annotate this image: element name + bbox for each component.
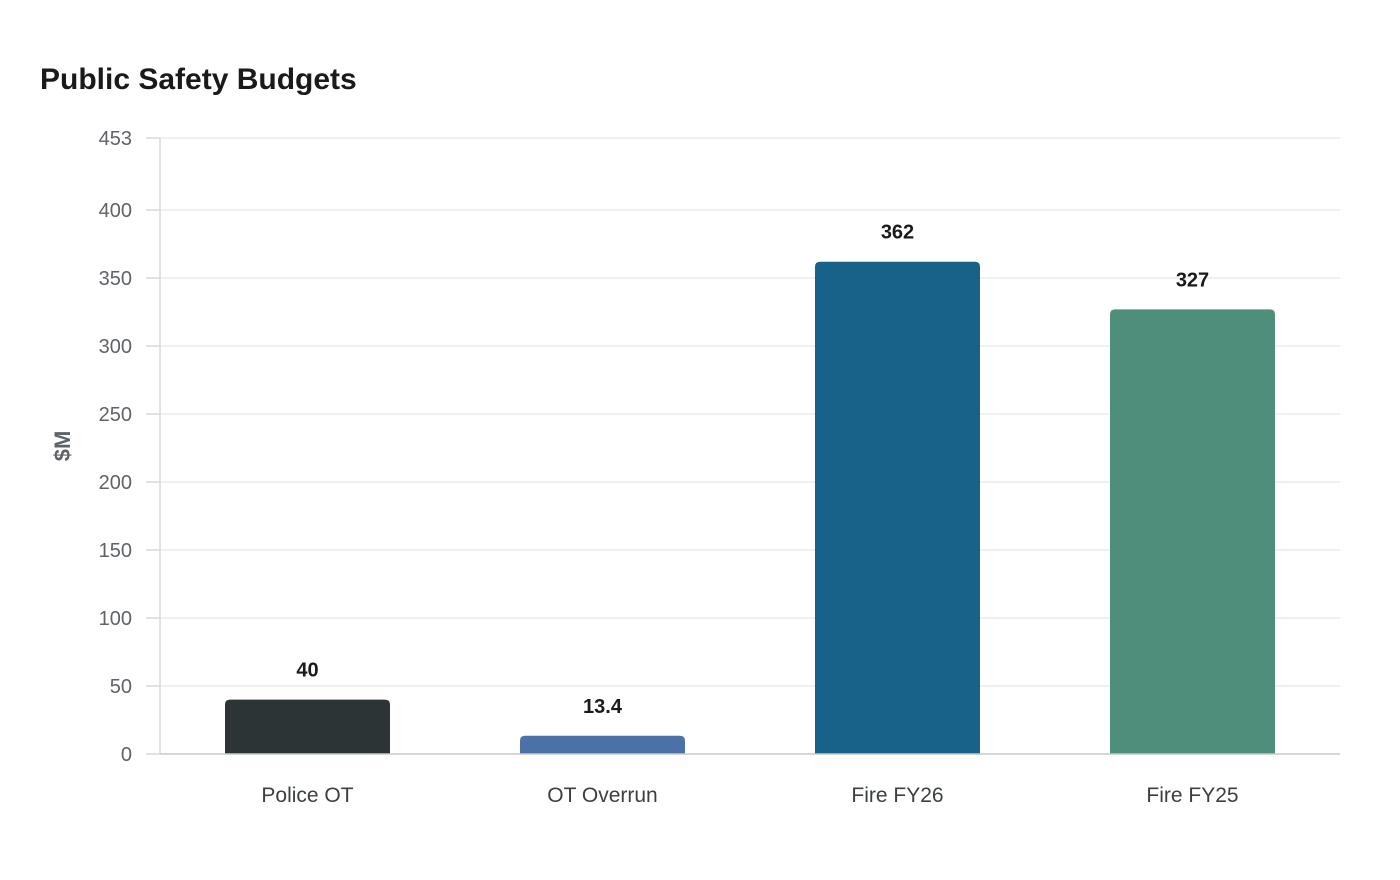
y-tick-label: 200 <box>99 472 132 494</box>
bar-ot-overrun <box>520 735 685 754</box>
x-category-label: Fire FY25 <box>1146 784 1238 807</box>
y-tick-label: 400 <box>99 200 132 222</box>
y-tick-label: 100 <box>99 608 132 630</box>
bar-value-label: 13.4 <box>583 696 623 718</box>
bar-value-label: 40 <box>296 660 318 682</box>
y-tick-label: 50 <box>110 676 132 698</box>
y-tick-label: 350 <box>99 268 132 290</box>
bar-fire-fy25 <box>1110 309 1275 754</box>
x-category-label: OT Overrun <box>547 784 657 807</box>
y-tick-label: 0 <box>121 744 132 766</box>
y-tick-label: 250 <box>99 404 132 426</box>
y-tick-label: 150 <box>99 540 132 562</box>
gridlines <box>160 137 1340 687</box>
axes <box>146 137 1340 755</box>
bar-value-label: 327 <box>1176 269 1209 291</box>
y-tick-label: 453 <box>99 128 132 150</box>
bar-value-label: 362 <box>881 222 914 244</box>
x-category-label: Police OT <box>261 784 353 807</box>
chart-title: Public Safety Budgets <box>40 63 357 96</box>
y-axis-title: $M <box>50 431 75 462</box>
labels: 0 50 100 150 200 250 300 350 400 453 40 Police OT 13… <box>99 128 1239 807</box>
bar-fire-fy26 <box>815 261 980 754</box>
bar-police-ot <box>225 699 390 754</box>
y-tick-label: 300 <box>99 336 132 358</box>
x-category-label: Fire FY26 <box>851 784 943 807</box>
bars <box>225 261 1275 754</box>
